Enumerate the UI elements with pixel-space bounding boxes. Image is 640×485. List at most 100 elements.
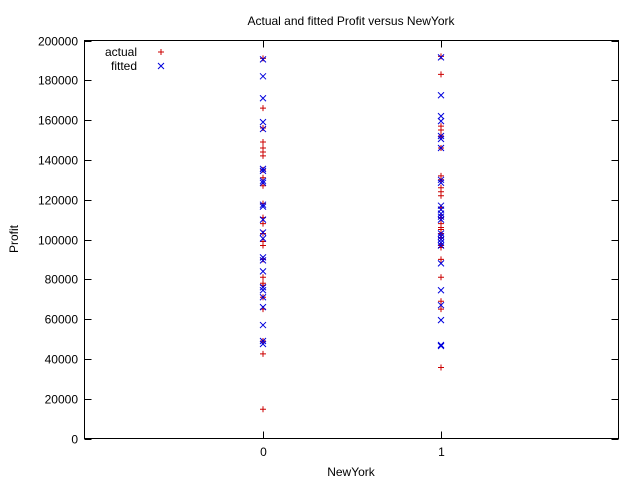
- data-point-actual: [260, 350, 266, 357]
- data-point-actual: [260, 152, 266, 159]
- y-tick-label: 140000: [38, 154, 78, 168]
- data-point-actual: [438, 71, 444, 78]
- data-point-fitted: [437, 301, 445, 309]
- y-tick-label: 160000: [38, 114, 78, 128]
- data-point-fitted: [437, 135, 445, 143]
- data-point-actual: [438, 53, 444, 60]
- data-point-actual: [260, 174, 266, 181]
- y-tick-label: 120000: [38, 194, 78, 208]
- x-tick-label: 1: [438, 445, 445, 459]
- data-point-actual: [438, 256, 444, 263]
- legend-marker-actual: [158, 49, 164, 55]
- data-point-actual: [438, 306, 444, 313]
- data-point-actual: [260, 230, 266, 237]
- data-point-fitted: [259, 267, 267, 275]
- data-point-actual: [260, 274, 266, 281]
- data-point-fitted: [259, 72, 267, 80]
- data-point-fitted: [437, 91, 445, 99]
- legend-marker-fitted: [157, 62, 165, 70]
- y-tick-label: 180000: [38, 74, 78, 88]
- data-point-actual: [438, 192, 444, 199]
- data-point-fitted: [437, 117, 445, 125]
- data-point-fitted: [259, 303, 267, 311]
- data-point-actual: [260, 200, 266, 207]
- data-point-fitted: [259, 337, 267, 345]
- y-tick-label: 80000: [45, 273, 79, 287]
- data-point-fitted: [437, 210, 445, 217]
- data-point-actual: [438, 298, 444, 305]
- data-point-fitted: [259, 257, 267, 264]
- y-tick-label: 200000: [38, 35, 78, 49]
- y-tick-label: 60000: [45, 313, 79, 327]
- legend-symbol-fitted: [157, 62, 165, 70]
- data-point-fitted: [437, 213, 445, 220]
- data-point-fitted: [259, 254, 267, 261]
- data-point-fitted: [437, 112, 445, 120]
- y-axis-label: Profit: [7, 224, 21, 253]
- data-point-fitted: [437, 236, 445, 243]
- data-point-fitted: [259, 229, 267, 236]
- legend-label-fitted: fitted: [111, 59, 137, 73]
- legend: actual fitted: [105, 45, 165, 73]
- data-point-fitted: [259, 203, 267, 211]
- data-point-actual: [438, 127, 444, 134]
- y-tick-label: 40000: [45, 353, 79, 367]
- data-point-actual: [260, 125, 266, 132]
- data-point-fitted: [437, 239, 445, 246]
- data-point-fitted: [437, 341, 445, 349]
- data-point-fitted: [259, 340, 267, 348]
- y-tick-label: 0: [71, 433, 78, 447]
- legend-symbol-actual: [158, 49, 164, 55]
- data-point-fitted: [437, 286, 445, 294]
- data-point-fitted: [259, 235, 267, 242]
- data-point-fitted: [437, 260, 445, 267]
- chart-title: Actual and fitted Profit versus NewYork: [248, 14, 456, 28]
- y-tick-label: 20000: [45, 393, 79, 407]
- data-point-fitted: [437, 144, 445, 152]
- data-point-actual: [260, 138, 266, 145]
- data-point-actual: [260, 220, 266, 227]
- data-point-fitted: [437, 176, 445, 184]
- data-point-fitted: [437, 216, 445, 223]
- data-point-fitted: [437, 316, 445, 324]
- data-point-fitted: [259, 94, 267, 102]
- data-point-fitted: [437, 54, 445, 61]
- data-point-fitted: [437, 233, 445, 240]
- data-point-actual: [438, 364, 444, 371]
- plot-area-border: [84, 40, 619, 439]
- data-point-fitted: [437, 342, 445, 350]
- data-point-actual: [260, 406, 266, 413]
- data-point-actual: [260, 55, 266, 62]
- data-point-fitted: [437, 242, 445, 249]
- data-point-fitted: [259, 293, 267, 301]
- y-axis-ticks: 0 20000 40000 60000 80000 100000 120000 140000 1…: [38, 35, 619, 447]
- data-point-actual: [260, 166, 266, 173]
- series-fitted: [259, 54, 445, 350]
- y-tick-label: 100000: [38, 234, 78, 248]
- data-point-fitted: [259, 283, 267, 291]
- legend-label-actual: actual: [105, 45, 137, 59]
- data-point-fitted: [259, 167, 267, 175]
- data-point-fitted: [259, 201, 267, 209]
- data-point-fitted: [259, 118, 267, 126]
- data-point-actual: [260, 182, 266, 189]
- data-point-fitted: [259, 165, 267, 173]
- data-point-fitted: [437, 179, 445, 187]
- data-point-fitted: [259, 179, 267, 187]
- data-point-fitted: [437, 132, 445, 140]
- data-point-fitted: [259, 125, 267, 133]
- x-axis-label: NewYork: [327, 465, 376, 479]
- data-point-fitted: [259, 177, 267, 185]
- data-point-fitted: [259, 56, 267, 63]
- data-points: [259, 53, 445, 413]
- data-point-fitted: [259, 321, 267, 329]
- data-point-actual: [438, 274, 444, 281]
- data-point-fitted: [437, 230, 445, 237]
- data-point-actual: [260, 105, 266, 112]
- data-point-fitted: [259, 286, 267, 294]
- data-point-fitted: [259, 216, 267, 223]
